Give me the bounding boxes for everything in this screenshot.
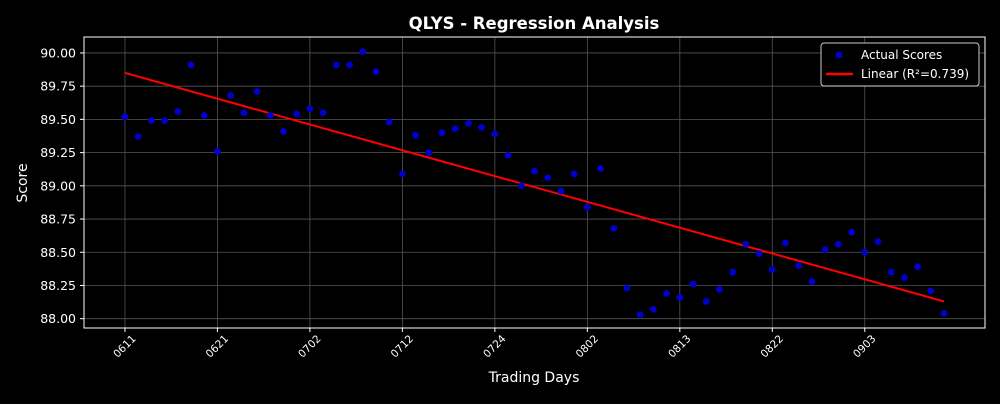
regression-line — [124, 71, 945, 303]
data-point — [306, 105, 314, 113]
data-point — [359, 48, 367, 56]
data-point — [768, 266, 776, 273]
chart-title: QLYS - Regression Analysis — [409, 14, 660, 33]
data-point — [227, 92, 235, 99]
data-point — [465, 119, 472, 127]
data-point — [121, 113, 129, 121]
data-point — [570, 170, 578, 178]
data-point — [755, 250, 763, 257]
data-point — [557, 187, 565, 195]
data-point — [808, 278, 816, 285]
data-point — [280, 127, 287, 135]
data-point — [517, 182, 525, 190]
legend-label-linear: Linear (R²=0.739) — [861, 67, 969, 81]
y-tick-label: 89.25 — [40, 145, 76, 160]
data-point — [848, 228, 855, 236]
data-point — [940, 309, 948, 317]
data-point — [663, 290, 671, 297]
data-point — [887, 268, 895, 276]
data-point — [597, 165, 604, 172]
data-point — [716, 286, 723, 293]
y-tick-label: 88.25 — [40, 278, 76, 293]
data-point — [346, 61, 353, 69]
data-point — [531, 167, 538, 175]
data-point — [821, 246, 829, 254]
data-point — [636, 311, 644, 319]
data-point — [161, 117, 168, 125]
data-point — [544, 174, 552, 182]
data-point — [372, 68, 380, 75]
x-axis-title: Trading Days — [488, 370, 580, 386]
data-point — [676, 294, 684, 301]
y-tick-label: 88.50 — [40, 245, 76, 260]
y-tick-label: 88.00 — [40, 311, 76, 326]
data-point — [742, 240, 750, 248]
y-tick-label: 90.00 — [40, 45, 76, 60]
regression-line-layer — [124, 71, 945, 303]
data-point — [319, 109, 327, 117]
data-point — [438, 129, 446, 137]
data-point — [398, 170, 406, 178]
data-point — [332, 61, 340, 69]
data-point — [385, 118, 393, 126]
data-point — [914, 263, 922, 271]
legend-box — [820, 42, 980, 87]
data-point — [650, 305, 657, 313]
plot-frame — [83, 36, 986, 329]
data-point — [610, 224, 618, 232]
legend: Actual Scores Linear (R²=0.739) — [820, 42, 980, 87]
data-point — [293, 110, 301, 118]
data-point — [451, 125, 459, 133]
data-point — [187, 61, 195, 69]
legend-label-actual-scores: Actual Scores — [861, 48, 942, 62]
legend-scatter-marker — [835, 51, 843, 59]
data-point — [214, 147, 221, 155]
y-axis-ticks: 88.00 88.25 88.50 88.75 89.00 89.25 89.50 89.75… — [40, 45, 84, 326]
data-point — [795, 262, 803, 269]
data-point — [782, 239, 789, 247]
y-tick-label: 89.00 — [40, 178, 76, 193]
data-point — [729, 268, 737, 276]
grid — [84, 37, 985, 328]
data-point — [266, 111, 274, 119]
y-axis-title: Score — [15, 163, 31, 202]
data-point — [583, 203, 591, 211]
data-point — [702, 298, 710, 305]
data-point — [240, 109, 248, 117]
data-point — [134, 133, 142, 141]
data-point — [504, 151, 512, 159]
data-point — [874, 238, 882, 246]
data-point — [901, 274, 908, 281]
data-point — [412, 131, 419, 139]
data-point — [200, 111, 208, 119]
data-point — [425, 149, 433, 157]
data-point — [623, 284, 631, 292]
data-point — [861, 248, 869, 256]
y-tick-label: 88.75 — [40, 212, 76, 227]
data-point — [174, 108, 182, 115]
data-point — [147, 117, 155, 125]
data-points — [121, 48, 948, 319]
y-tick-label: 89.50 — [40, 112, 76, 127]
data-point — [491, 130, 499, 138]
y-tick-label: 89.75 — [40, 79, 76, 94]
data-point — [834, 240, 842, 248]
data-point — [927, 287, 935, 295]
data-point — [253, 88, 261, 95]
data-point — [689, 280, 697, 288]
data-point — [478, 123, 486, 131]
